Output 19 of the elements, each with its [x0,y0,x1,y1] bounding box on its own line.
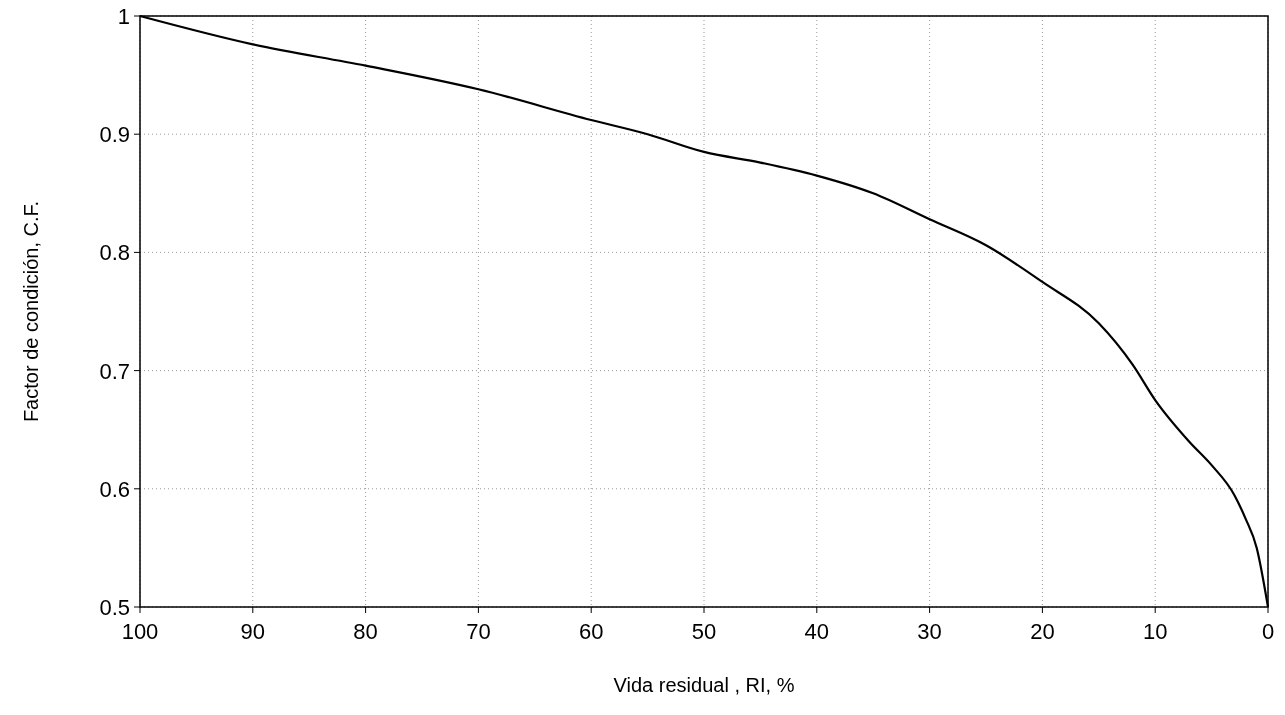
x-axis-title: Vida residual , RI, % [613,674,795,696]
y-tick-label: 1 [117,4,130,29]
x-tick-label: 40 [804,619,830,644]
y-tick-label: 0.5 [99,595,130,620]
x-tick-label: 70 [466,619,491,644]
y-axis-title: Factor de condición, C.F. [20,200,42,423]
y-tick-label: 0.6 [99,476,130,502]
y-tick-label: 0.7 [99,358,130,384]
x-tick-label: 20 [1030,619,1055,644]
x-tick-label: 80 [353,619,378,644]
x-tick-label: 60 [578,619,604,644]
x-tick-label: 100 [121,619,159,644]
x-tick-label: 30 [917,619,942,644]
x-tick-label: 90 [240,619,266,644]
x-tick-label: 10 [1142,619,1168,644]
x-tick-label: 50 [691,619,717,644]
y-tick-label: 0.8 [99,240,130,266]
x-tick-label: 0 [1261,619,1275,644]
y-tick-label: 0.9 [99,122,130,148]
